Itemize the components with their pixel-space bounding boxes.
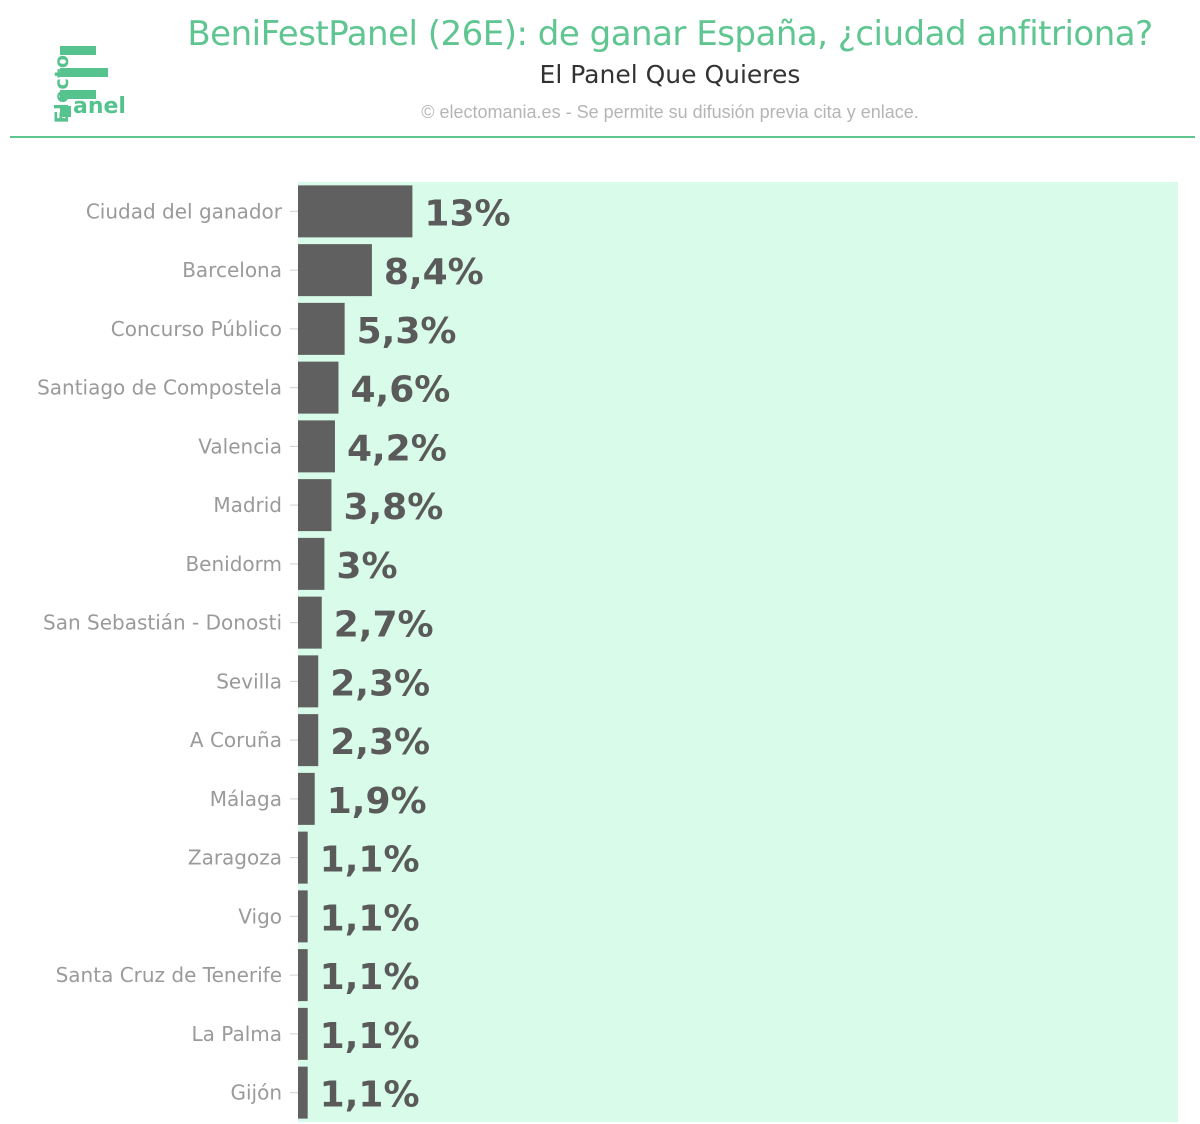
- bar: [298, 361, 339, 414]
- category-label: Málaga: [210, 787, 282, 811]
- value-label: 4,2%: [347, 428, 447, 469]
- copyright-credit: © electomania.es - Se permite su difusió…: [421, 102, 919, 122]
- bar: [298, 479, 332, 532]
- logo-word-anel: anel: [73, 94, 126, 119]
- value-label: 1,1%: [320, 898, 420, 939]
- category-label: La Palma: [192, 1022, 282, 1046]
- category-label: Vigo: [238, 904, 282, 928]
- value-label: 5,3%: [357, 311, 457, 352]
- bar: [298, 772, 315, 825]
- bar: [298, 244, 372, 297]
- bar: [298, 596, 322, 649]
- bar: [298, 537, 325, 590]
- bar: [298, 831, 308, 884]
- category-label: Zaragoza: [188, 846, 282, 870]
- value-label: 2,7%: [334, 605, 434, 646]
- category-label: A Coruña: [190, 728, 282, 752]
- category-label: Ciudad del ganador: [86, 199, 283, 223]
- header-divider: [10, 136, 1195, 138]
- category-label: Benidorm: [185, 552, 282, 576]
- bar-chart: Ciudad del ganador 13% Barcelona 8,4% Concur…: [37, 182, 1178, 1122]
- bar: [298, 420, 335, 473]
- category-label: Santa Cruz de Tenerife: [56, 963, 282, 987]
- chart-title: BeniFestPanel (26E): de ganar España, ¿c…: [187, 14, 1153, 54]
- electopanel-logo: Electo anel: [28, 44, 128, 123]
- logo-word-electo: Electo: [51, 54, 73, 124]
- category-label: Concurso Público: [111, 317, 282, 341]
- value-label: 3%: [336, 546, 397, 587]
- value-label: 8,4%: [384, 252, 484, 293]
- bar: [298, 890, 308, 943]
- value-label: 3,8%: [343, 487, 443, 528]
- logo-square: [60, 106, 71, 117]
- value-label: 1,1%: [320, 1075, 420, 1116]
- bar: [298, 949, 308, 1002]
- category-label: Barcelona: [182, 258, 282, 282]
- value-label: 2,3%: [330, 663, 430, 704]
- category-label: Gijón: [230, 1081, 282, 1105]
- bar: [298, 1007, 308, 1060]
- value-label: 1,1%: [320, 1016, 420, 1057]
- bar: [298, 714, 319, 767]
- bar: [298, 185, 413, 238]
- chart-header: Electo anel BeniFestPanel (26E): de gana…: [0, 0, 1200, 140]
- category-label: Madrid: [213, 493, 282, 517]
- category-label: San Sebastián - Donosti: [43, 611, 282, 635]
- value-label: 13%: [424, 193, 510, 234]
- chart-subtitle: El Panel Que Quieres: [539, 60, 801, 89]
- category-label: Santiago de Compostela: [37, 376, 282, 400]
- value-label: 1,9%: [327, 781, 427, 822]
- value-label: 2,3%: [330, 722, 430, 763]
- bar: [298, 302, 345, 355]
- value-label: 1,1%: [320, 840, 420, 881]
- category-label: Sevilla: [216, 669, 282, 693]
- plot-background: [298, 182, 1178, 1122]
- category-label: Valencia: [198, 434, 282, 458]
- bar: [298, 1066, 308, 1119]
- value-label: 4,6%: [350, 370, 450, 411]
- logo-bar-lower: [60, 90, 96, 99]
- logo-bar-top: [60, 46, 96, 55]
- logo-bar-middle: [60, 68, 108, 77]
- value-label: 1,1%: [320, 957, 420, 998]
- bar: [298, 655, 319, 708]
